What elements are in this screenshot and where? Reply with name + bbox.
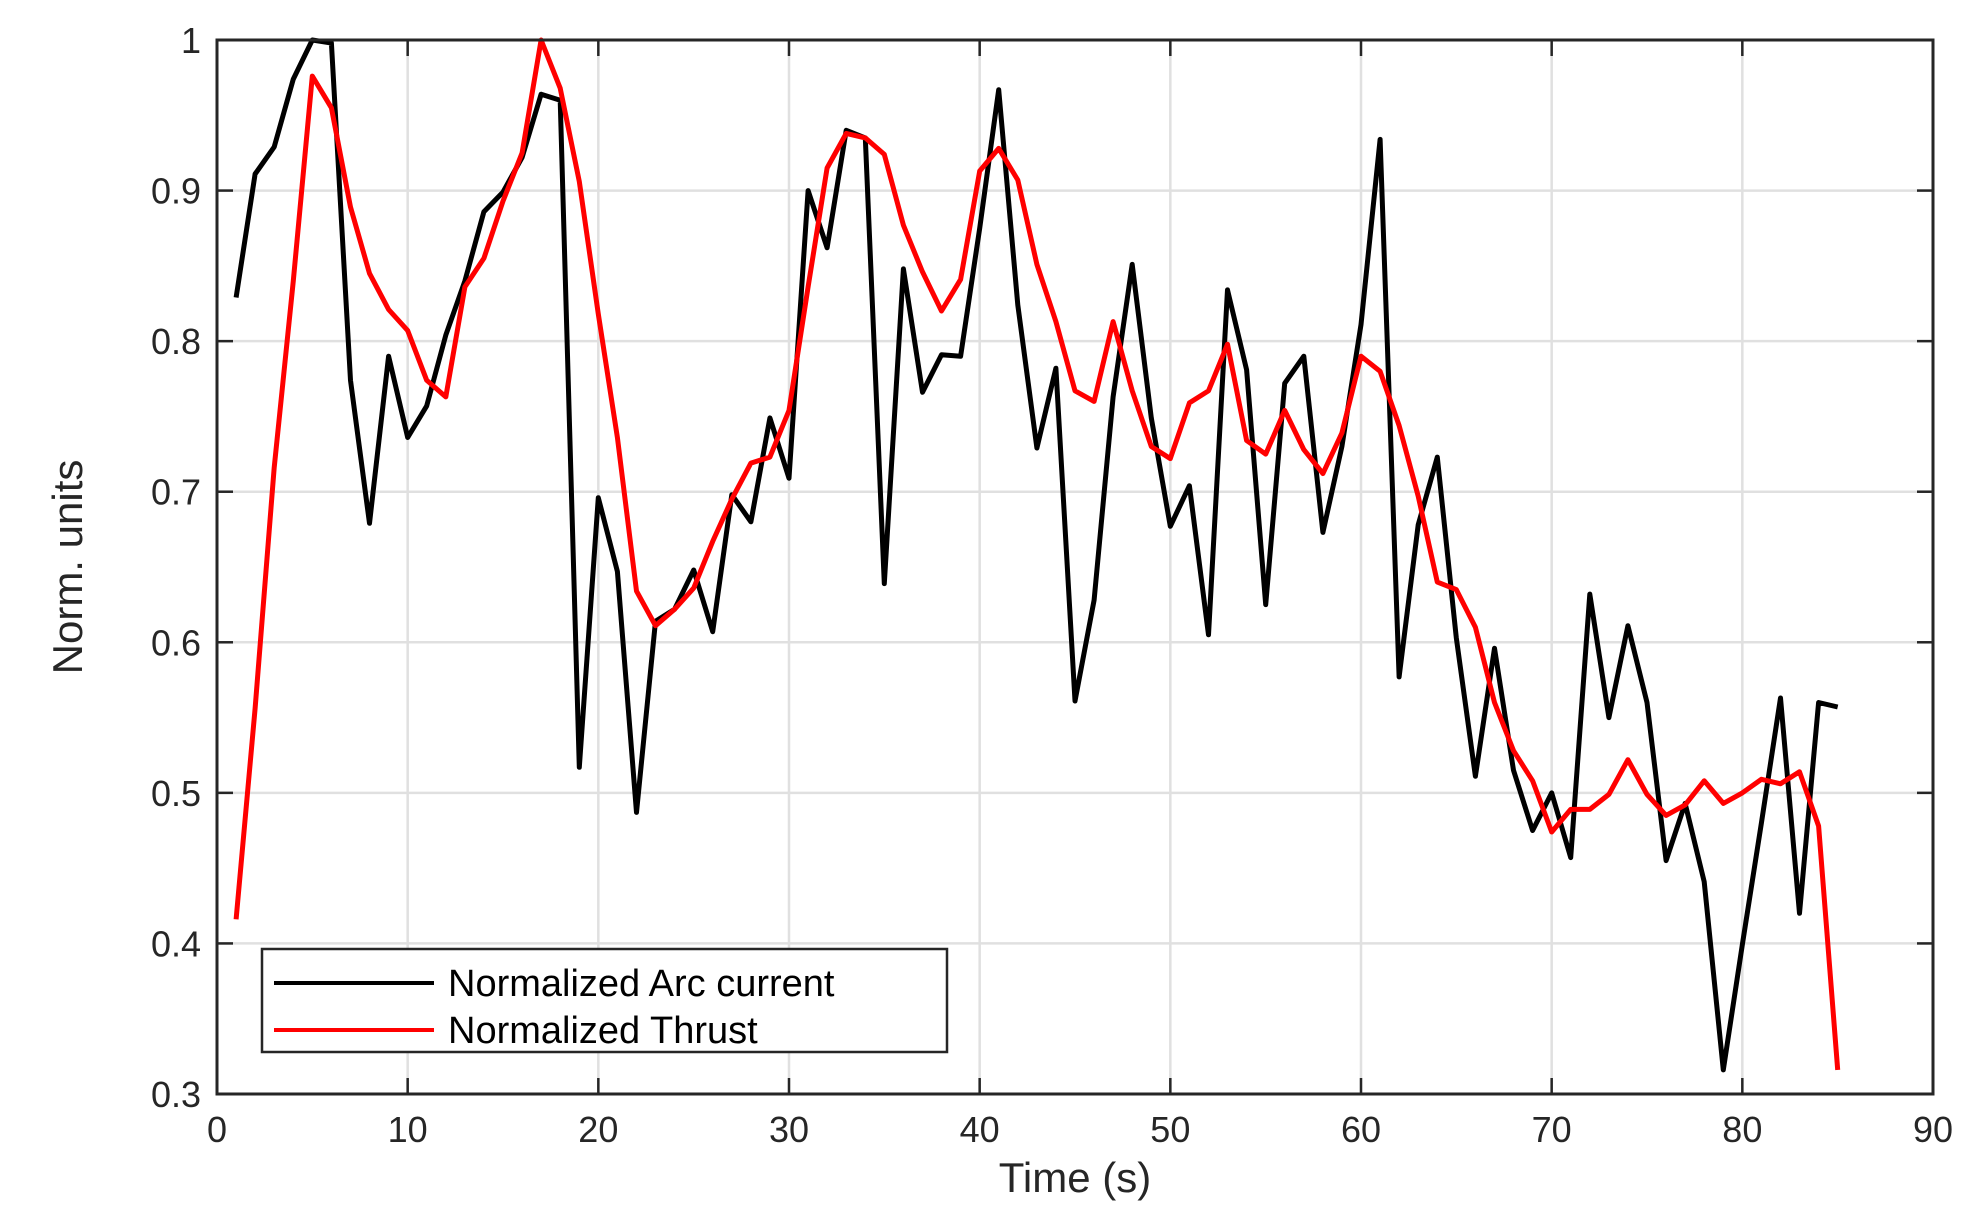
series-layer xyxy=(233,37,1841,1073)
x-tick-label: 60 xyxy=(1341,1109,1381,1150)
y-tick-label: 1 xyxy=(181,20,201,61)
y-tick-label: 0.5 xyxy=(151,773,201,814)
x-tick-label: 10 xyxy=(388,1109,428,1150)
legend-label-thrust: Normalized Thrust xyxy=(448,1010,758,1052)
y-tick-label: 0.4 xyxy=(151,923,201,964)
x-axis-label: Time (s) xyxy=(999,1154,1151,1201)
y-tick-label: 0.3 xyxy=(151,1074,201,1115)
series-line-arc-current xyxy=(233,37,1839,1073)
legend: Normalized Arc current Normalized Thrust xyxy=(260,947,949,1054)
legend-label-arc-current: Normalized Arc current xyxy=(448,963,835,1005)
series-line-thrust xyxy=(233,37,1841,1071)
x-tick-label: 20 xyxy=(578,1109,618,1150)
x-tick-label: 70 xyxy=(1532,1109,1572,1150)
plot-frame xyxy=(215,38,1935,1096)
y-tick-label: 0.6 xyxy=(151,622,201,663)
x-tick-label: 50 xyxy=(1150,1109,1190,1150)
x-tick-label: 0 xyxy=(207,1109,227,1150)
y-tick-label: 0.9 xyxy=(151,171,201,212)
y-tick-label: 0.7 xyxy=(151,472,201,513)
legend-box xyxy=(260,947,949,1054)
x-tick-label: 90 xyxy=(1913,1109,1953,1150)
tick-labels: 0 10 20 30 40 50 60 70 80 90 0.3 0.4 0.5 0.6 0.7 0.8 0.9… xyxy=(151,20,1953,1150)
y-tick-label: 0.8 xyxy=(151,321,201,362)
x-tick-label: 30 xyxy=(769,1109,809,1150)
plot-background xyxy=(217,40,1933,1094)
x-tick-label: 80 xyxy=(1722,1109,1762,1150)
x-tick-label: 40 xyxy=(960,1109,1000,1150)
y-axis-label: Norm. units xyxy=(44,460,91,675)
